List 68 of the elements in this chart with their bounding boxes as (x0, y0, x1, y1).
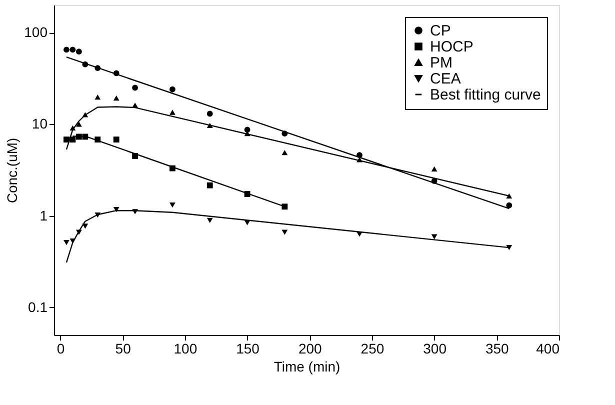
point (356, 152, 362, 158)
point (431, 178, 438, 184)
point (431, 234, 438, 240)
point (94, 94, 101, 100)
y-axis-title: Conc.(uM) (4, 138, 20, 204)
point (82, 224, 88, 229)
point (76, 122, 82, 127)
point (113, 136, 120, 142)
x-tick-label: 300 (423, 340, 447, 356)
point (132, 209, 138, 214)
x-axis-title: Time (min) (274, 358, 340, 374)
point (170, 86, 176, 92)
x-tick-label: 400 (536, 340, 560, 356)
point (113, 207, 120, 212)
point (506, 245, 512, 250)
point (82, 61, 88, 68)
point (64, 46, 70, 53)
point (170, 165, 176, 172)
point (76, 134, 82, 140)
x-tick-label: 250 (360, 340, 384, 356)
point (70, 136, 76, 142)
point (113, 95, 120, 101)
point (64, 136, 70, 142)
point (132, 84, 138, 91)
legend-label: Best fitting curve (430, 86, 541, 104)
x-tick-label: 0 (56, 340, 65, 356)
point (206, 110, 213, 117)
point (94, 136, 101, 142)
point (76, 48, 82, 55)
point (132, 153, 138, 159)
point (431, 166, 438, 172)
x-tick-label: 350 (485, 340, 510, 356)
y-tick-label: 1 (40, 207, 48, 224)
point (94, 65, 101, 72)
point (244, 220, 250, 226)
point (94, 212, 101, 218)
point (70, 125, 76, 131)
x-tick-label: 200 (298, 340, 322, 356)
point (113, 70, 120, 76)
point (206, 182, 213, 188)
legend-label: HOCP (430, 38, 474, 56)
point (244, 191, 250, 197)
point (206, 218, 213, 224)
point (282, 150, 288, 156)
y-tick-label: 10 (32, 116, 48, 132)
legend-label: CP (430, 22, 451, 40)
y-tick-label: 0.1 (28, 298, 48, 315)
point (64, 240, 70, 246)
point (82, 112, 88, 118)
legend-label: CEA (430, 70, 461, 88)
point (506, 202, 512, 208)
x-tick-label: 100 (174, 340, 198, 356)
x-tick-label: 150 (236, 340, 260, 356)
point (282, 130, 288, 137)
point (282, 204, 288, 210)
point (506, 193, 512, 198)
point (282, 230, 288, 235)
point (170, 202, 176, 208)
point (70, 46, 76, 53)
point (82, 134, 88, 140)
y-tick-label: 100 (24, 24, 48, 40)
x-tick-label: 50 (115, 340, 132, 356)
point (244, 126, 250, 133)
point (132, 102, 138, 108)
point (206, 122, 213, 128)
point (356, 232, 362, 237)
legend-label: PM (430, 54, 452, 72)
point (170, 110, 176, 115)
